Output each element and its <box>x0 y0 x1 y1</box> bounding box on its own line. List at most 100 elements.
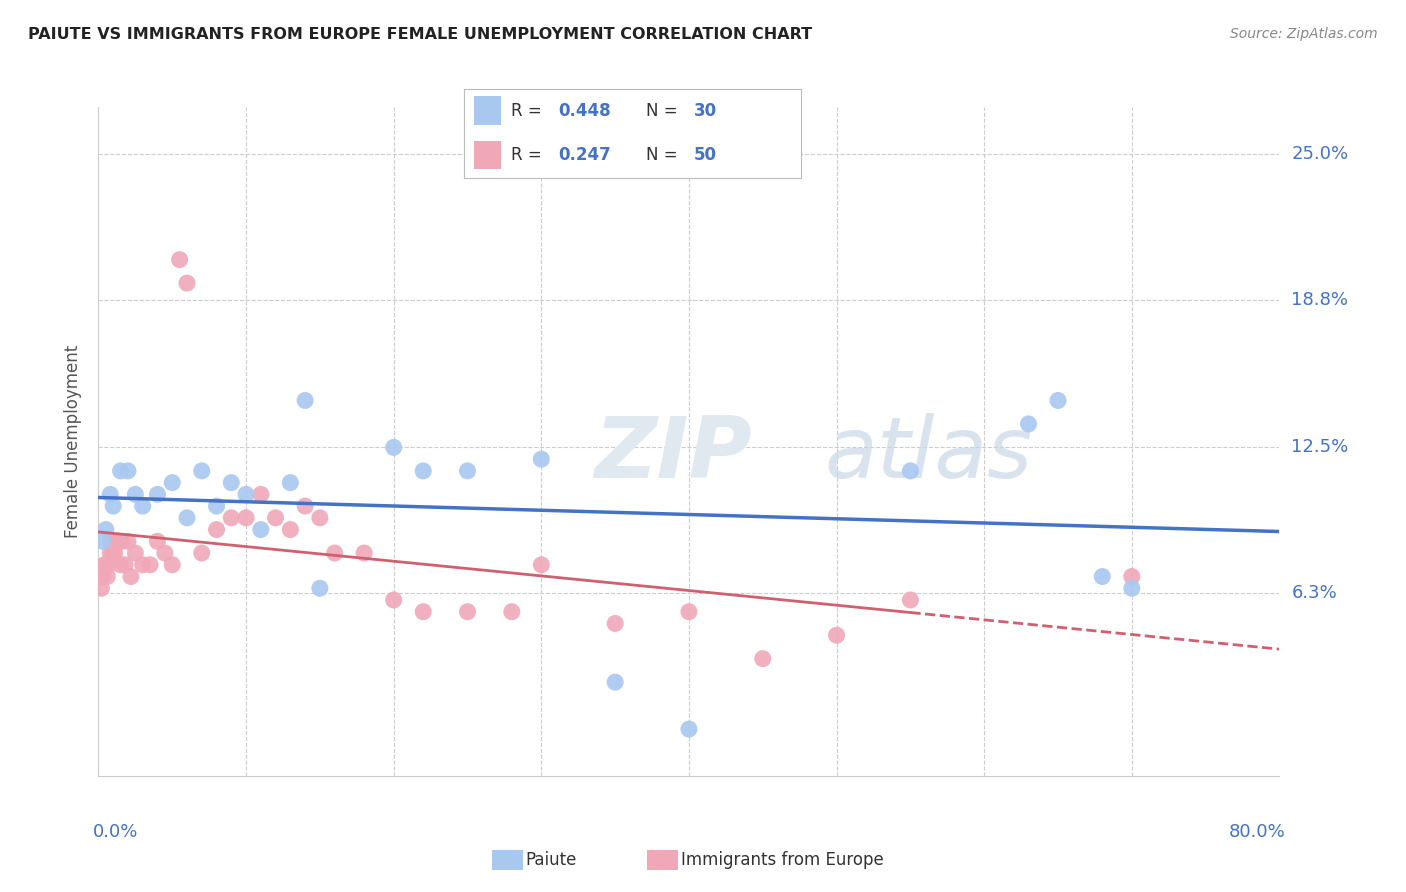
Point <box>382 441 405 455</box>
Text: atlas: atlas <box>825 413 1033 497</box>
Point <box>264 511 287 525</box>
Point <box>353 546 375 560</box>
Point <box>93 558 115 572</box>
Point <box>309 511 332 525</box>
Point <box>278 475 302 490</box>
Point <box>382 593 405 607</box>
Point <box>605 675 627 690</box>
Point <box>900 593 922 607</box>
Text: 0.247: 0.247 <box>558 146 612 164</box>
Point <box>219 475 243 490</box>
Point <box>146 487 169 501</box>
Point <box>98 546 121 560</box>
Point <box>250 523 273 537</box>
Text: 6.3%: 6.3% <box>1291 584 1337 602</box>
Point <box>153 546 176 560</box>
Point <box>1046 393 1069 408</box>
Point <box>91 569 114 583</box>
Text: 80.0%: 80.0% <box>1229 822 1285 841</box>
Text: 50: 50 <box>693 146 717 164</box>
Point <box>110 464 132 478</box>
Point <box>105 534 128 549</box>
Point <box>114 558 136 572</box>
Text: Paiute: Paiute <box>526 851 578 869</box>
Point <box>1091 569 1114 583</box>
Point <box>124 546 146 560</box>
Point <box>103 499 125 513</box>
Text: N =: N = <box>647 146 683 164</box>
Point <box>132 499 155 513</box>
Text: 25.0%: 25.0% <box>1291 145 1348 163</box>
Text: Source: ZipAtlas.com: Source: ZipAtlas.com <box>1230 27 1378 41</box>
Point <box>96 569 118 583</box>
Point <box>294 393 316 408</box>
Point <box>412 605 434 619</box>
Point <box>94 558 117 572</box>
Point <box>90 581 112 595</box>
Point <box>117 534 139 549</box>
Point <box>97 558 120 572</box>
Point <box>124 487 146 501</box>
Text: R =: R = <box>512 146 547 164</box>
Point <box>111 534 134 549</box>
Text: R =: R = <box>512 102 547 120</box>
Text: Immigrants from Europe: Immigrants from Europe <box>681 851 883 869</box>
Point <box>323 546 346 560</box>
Point <box>235 511 257 525</box>
Point <box>100 534 122 549</box>
Bar <box>474 141 501 169</box>
Point <box>1017 417 1039 431</box>
Point <box>162 558 183 572</box>
Point <box>530 452 553 467</box>
Point <box>162 475 183 490</box>
Point <box>250 487 273 501</box>
Point <box>146 534 169 549</box>
Point <box>132 558 155 572</box>
Point <box>169 252 191 267</box>
Text: 0.0%: 0.0% <box>93 822 138 841</box>
Point <box>1121 581 1143 595</box>
Text: 18.8%: 18.8% <box>1291 291 1348 309</box>
Point <box>191 546 214 560</box>
Point <box>120 569 142 583</box>
Point <box>94 523 117 537</box>
Point <box>104 546 127 560</box>
Point <box>456 605 478 619</box>
Point <box>294 499 316 513</box>
Point <box>678 605 700 619</box>
Text: N =: N = <box>647 102 683 120</box>
Point <box>278 523 302 537</box>
Text: ZIP: ZIP <box>595 413 752 497</box>
Point <box>91 534 114 549</box>
Point <box>309 581 332 595</box>
Point <box>139 558 162 572</box>
Point <box>605 616 627 631</box>
Point <box>205 499 228 513</box>
Point <box>678 722 700 736</box>
Point <box>205 523 228 537</box>
Point <box>176 511 198 525</box>
Point <box>117 464 139 478</box>
Point <box>1121 569 1143 583</box>
Point <box>176 276 198 290</box>
Point <box>900 464 922 478</box>
Point <box>751 651 773 665</box>
Point <box>110 558 132 572</box>
Bar <box>474 96 501 125</box>
Point <box>456 464 478 478</box>
Point <box>107 534 129 549</box>
Y-axis label: Female Unemployment: Female Unemployment <box>65 345 83 538</box>
Text: PAIUTE VS IMMIGRANTS FROM EUROPE FEMALE UNEMPLOYMENT CORRELATION CHART: PAIUTE VS IMMIGRANTS FROM EUROPE FEMALE … <box>28 27 813 42</box>
Point <box>825 628 848 642</box>
Point <box>103 546 125 560</box>
Text: 12.5%: 12.5% <box>1291 438 1348 457</box>
Point <box>530 558 553 572</box>
Text: 30: 30 <box>693 102 717 120</box>
Point <box>98 487 121 501</box>
Point <box>191 464 214 478</box>
Point <box>235 487 257 501</box>
Point <box>412 464 434 478</box>
Text: 0.448: 0.448 <box>558 102 612 120</box>
Point <box>501 605 523 619</box>
Point <box>219 511 243 525</box>
